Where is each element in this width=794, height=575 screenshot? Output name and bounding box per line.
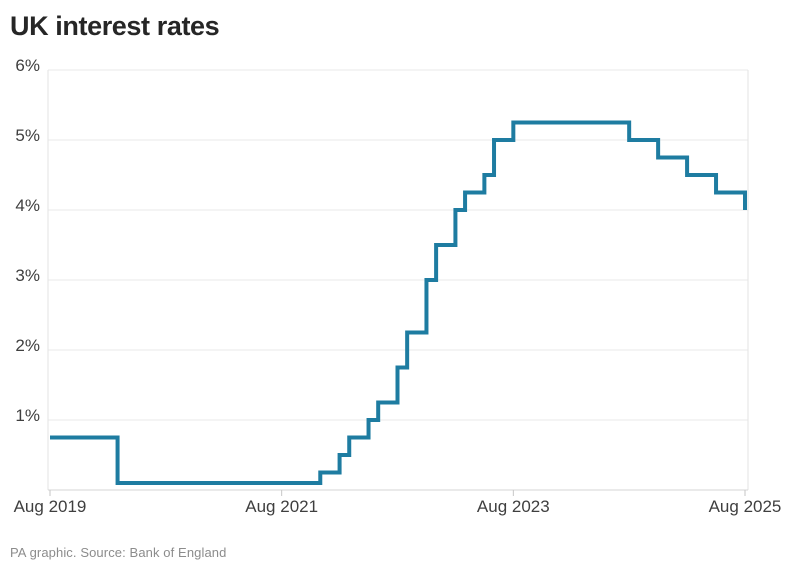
- x-axis-label: Aug 2025: [709, 497, 782, 516]
- rate-step-line: [50, 120, 747, 485]
- axis-ticks: [49, 490, 746, 496]
- y-axis-label: 2%: [15, 336, 40, 355]
- source-note: PA graphic. Source: Bank of England: [10, 545, 227, 560]
- y-axis-label: 5%: [15, 126, 40, 145]
- x-axis-label: Aug 2021: [245, 497, 318, 516]
- x-axis-label: Aug 2023: [477, 497, 550, 516]
- gridlines: [48, 69, 748, 421]
- plot-border: [47, 70, 749, 490]
- y-axis-label: 6%: [15, 56, 40, 75]
- chart-title: UK interest rates: [10, 11, 220, 41]
- y-axis-label: 1%: [15, 406, 40, 425]
- y-axis-labels: 1% 2% 3% 4% 5% 6%: [15, 56, 40, 425]
- y-axis-label: 4%: [15, 196, 40, 215]
- x-axis-labels: Aug 2019 Aug 2021 Aug 2023 Aug 2025: [14, 497, 782, 516]
- x-axis-label: Aug 2019: [14, 497, 87, 516]
- y-axis-label: 3%: [15, 266, 40, 285]
